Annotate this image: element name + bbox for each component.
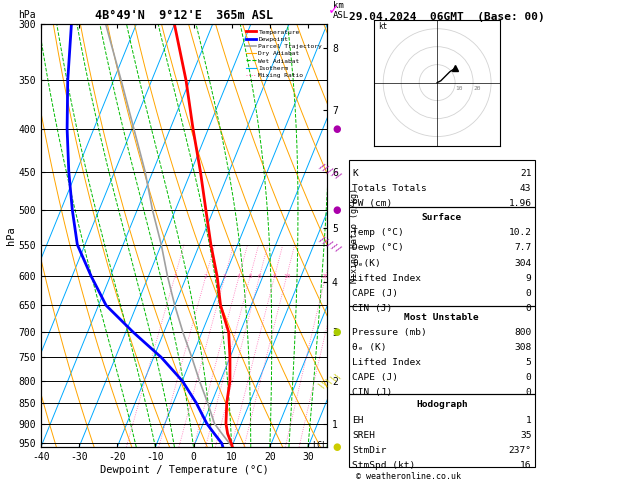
Text: \\\\\: \\\\\ bbox=[317, 371, 343, 391]
Text: Lifted Index: Lifted Index bbox=[352, 358, 421, 367]
Text: 5: 5 bbox=[248, 274, 252, 279]
Text: ●: ● bbox=[332, 124, 341, 134]
Text: Most Unstable: Most Unstable bbox=[404, 313, 479, 322]
Text: StmDir: StmDir bbox=[352, 446, 387, 455]
Text: 1.96: 1.96 bbox=[508, 199, 532, 208]
Text: 1: 1 bbox=[173, 274, 177, 279]
Text: SREH: SREH bbox=[352, 431, 376, 440]
Text: 0: 0 bbox=[526, 388, 532, 398]
Text: 10.2: 10.2 bbox=[508, 228, 532, 238]
Text: Pressure (mb): Pressure (mb) bbox=[352, 328, 427, 337]
Text: 6: 6 bbox=[258, 274, 262, 279]
Text: K: K bbox=[352, 169, 358, 178]
Text: ✓: ✓ bbox=[329, 2, 338, 17]
Text: 800: 800 bbox=[515, 328, 532, 337]
Text: 308: 308 bbox=[515, 343, 532, 352]
Text: Temp (°C): Temp (°C) bbox=[352, 228, 404, 238]
Y-axis label: hPa: hPa bbox=[6, 226, 16, 245]
Text: km
ASL: km ASL bbox=[333, 0, 349, 20]
Text: © weatheronline.co.uk: © weatheronline.co.uk bbox=[357, 472, 461, 481]
Text: 25: 25 bbox=[335, 274, 342, 279]
Text: CIN (J): CIN (J) bbox=[352, 304, 392, 313]
Text: 10: 10 bbox=[283, 274, 291, 279]
Text: 1: 1 bbox=[526, 416, 532, 425]
Text: 2: 2 bbox=[204, 274, 208, 279]
Text: PW (cm): PW (cm) bbox=[352, 199, 392, 208]
Text: Dewp (°C): Dewp (°C) bbox=[352, 243, 404, 253]
Text: 16: 16 bbox=[520, 461, 532, 470]
Text: 0: 0 bbox=[526, 373, 532, 382]
Text: 43: 43 bbox=[520, 184, 532, 193]
Text: CIN (J): CIN (J) bbox=[352, 388, 392, 398]
Text: θₑ(K): θₑ(K) bbox=[352, 259, 381, 268]
Text: Totals Totals: Totals Totals bbox=[352, 184, 427, 193]
Text: ●: ● bbox=[332, 205, 341, 215]
Text: 20: 20 bbox=[322, 274, 330, 279]
Text: 20: 20 bbox=[473, 86, 481, 91]
Text: θₑ (K): θₑ (K) bbox=[352, 343, 387, 352]
Text: 3: 3 bbox=[223, 274, 227, 279]
X-axis label: Dewpoint / Temperature (°C): Dewpoint / Temperature (°C) bbox=[99, 465, 269, 475]
Text: 21: 21 bbox=[520, 169, 532, 178]
Text: kt: kt bbox=[378, 22, 387, 31]
Text: LCL: LCL bbox=[312, 441, 327, 450]
Text: 35: 35 bbox=[520, 431, 532, 440]
Text: 0: 0 bbox=[526, 289, 532, 298]
Text: CAPE (J): CAPE (J) bbox=[352, 373, 398, 382]
Text: ●: ● bbox=[332, 327, 341, 337]
Text: /////: ///// bbox=[317, 234, 343, 255]
Text: 7.7: 7.7 bbox=[515, 243, 532, 253]
Text: EH: EH bbox=[352, 416, 364, 425]
Text: Lifted Index: Lifted Index bbox=[352, 274, 421, 283]
Text: 304: 304 bbox=[515, 259, 532, 268]
Text: StmSpd (kt): StmSpd (kt) bbox=[352, 461, 416, 470]
Text: 8: 8 bbox=[273, 274, 277, 279]
Legend: Temperature, Dewpoint, Parcel Trajectory, Dry Adiabat, Wet Adiabat, Isotherm, Mi: Temperature, Dewpoint, Parcel Trajectory… bbox=[245, 27, 324, 80]
Text: ●: ● bbox=[332, 442, 341, 452]
Title: 4B°49'N  9°12'E  365m ASL: 4B°49'N 9°12'E 365m ASL bbox=[95, 9, 273, 22]
Text: 0: 0 bbox=[526, 304, 532, 313]
Text: /////: ///// bbox=[317, 161, 343, 182]
Text: 5: 5 bbox=[526, 358, 532, 367]
Text: 9: 9 bbox=[526, 274, 532, 283]
Text: hPa: hPa bbox=[18, 10, 36, 20]
Text: 10: 10 bbox=[455, 86, 462, 91]
Text: Hodograph: Hodograph bbox=[416, 400, 468, 410]
Text: 4: 4 bbox=[237, 274, 241, 279]
Text: Surface: Surface bbox=[422, 213, 462, 223]
Text: 237°: 237° bbox=[508, 446, 532, 455]
Text: CAPE (J): CAPE (J) bbox=[352, 289, 398, 298]
Text: Mixing Ratio (g/kg): Mixing Ratio (g/kg) bbox=[350, 188, 359, 283]
Text: 29.04.2024  06GMT  (Base: 00): 29.04.2024 06GMT (Base: 00) bbox=[349, 12, 545, 22]
